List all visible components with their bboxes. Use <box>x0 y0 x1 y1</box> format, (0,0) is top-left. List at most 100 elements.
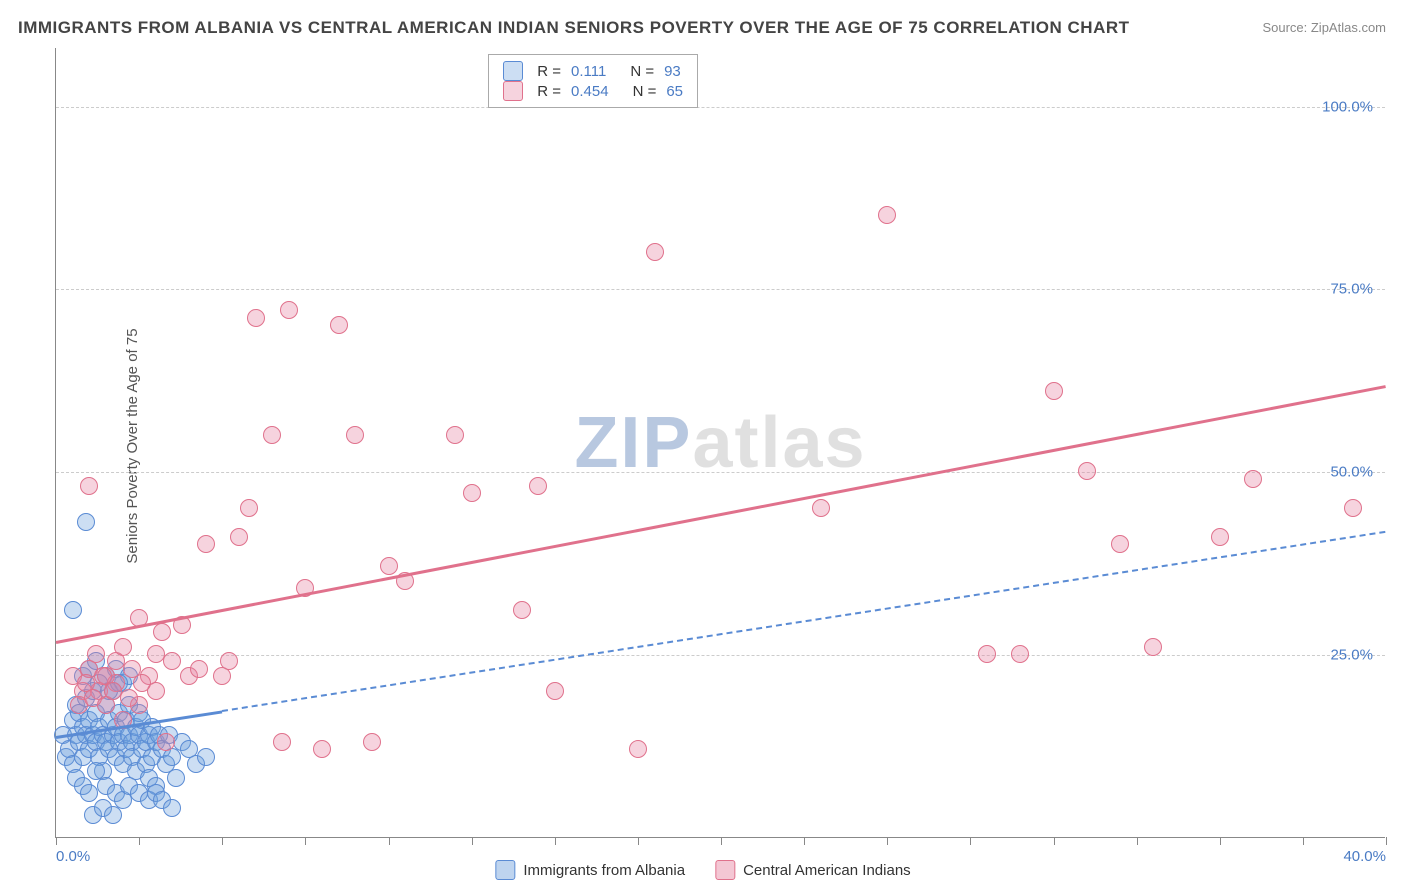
legend-item: Immigrants from Albania <box>495 860 685 880</box>
data-point <box>220 652 238 670</box>
data-point <box>114 638 132 656</box>
legend-label: Central American Indians <box>743 862 911 879</box>
legend-n-value: 65 <box>666 83 683 100</box>
x-tick <box>389 837 390 845</box>
x-tick <box>804 837 805 845</box>
data-point <box>104 806 122 824</box>
data-point <box>197 535 215 553</box>
data-point <box>346 426 364 444</box>
data-point <box>878 206 896 224</box>
legend-n-label: N = <box>630 63 654 80</box>
legend-row: R = 0.111 N = 93 <box>503 61 683 81</box>
legend-r-label: R = <box>537 63 561 80</box>
data-point <box>80 477 98 495</box>
legend-r-label: R = <box>537 83 561 100</box>
data-point <box>157 733 175 751</box>
data-point <box>64 601 82 619</box>
legend-item: Central American Indians <box>715 860 911 880</box>
data-point <box>513 601 531 619</box>
x-tick-label: 40.0% <box>1343 848 1386 865</box>
data-point <box>313 740 331 758</box>
x-tick <box>222 837 223 845</box>
data-point <box>363 733 381 751</box>
data-point <box>978 645 996 663</box>
data-point <box>163 652 181 670</box>
data-point <box>1045 382 1063 400</box>
y-tick-label: 100.0% <box>1322 98 1373 115</box>
legend-r-value: 0.111 <box>571 63 606 80</box>
data-point <box>133 674 151 692</box>
x-tick <box>887 837 888 845</box>
legend-label: Immigrants from Albania <box>523 862 685 879</box>
data-point <box>273 733 291 751</box>
y-tick-label: 25.0% <box>1330 647 1373 664</box>
x-tick <box>1303 837 1304 845</box>
x-tick <box>305 837 306 845</box>
data-point <box>80 784 98 802</box>
legend-swatch <box>715 860 735 880</box>
x-tick <box>1054 837 1055 845</box>
watermark-atlas: atlas <box>692 403 866 483</box>
gridline-h <box>56 472 1385 473</box>
data-point <box>104 682 122 700</box>
watermark-zip: ZIP <box>574 403 692 483</box>
chart-title: IMMIGRANTS FROM ALBANIA VS CENTRAL AMERI… <box>18 18 1130 38</box>
data-point <box>263 426 281 444</box>
data-point <box>1344 499 1362 517</box>
data-point <box>230 528 248 546</box>
x-tick <box>56 837 57 845</box>
x-tick <box>970 837 971 845</box>
x-tick <box>1386 837 1387 845</box>
data-point <box>247 309 265 327</box>
data-point <box>167 769 185 787</box>
data-point <box>1211 528 1229 546</box>
x-tick <box>721 837 722 845</box>
legend-swatch <box>503 81 523 101</box>
data-point <box>197 748 215 766</box>
data-point <box>546 682 564 700</box>
data-point <box>120 689 138 707</box>
data-point <box>646 243 664 261</box>
data-point <box>629 740 647 758</box>
regression-line <box>222 531 1386 712</box>
data-point <box>380 557 398 575</box>
data-point <box>153 623 171 641</box>
data-point <box>1144 638 1162 656</box>
data-point <box>1078 462 1096 480</box>
x-tick <box>1220 837 1221 845</box>
data-point <box>84 689 102 707</box>
data-point <box>330 316 348 334</box>
data-point <box>1111 535 1129 553</box>
data-point <box>280 301 298 319</box>
y-tick-label: 50.0% <box>1330 464 1373 481</box>
legend-correlation: R = 0.111 N = 93 R = 0.454 N = 65 <box>488 54 698 108</box>
scatter-plot-area: ZIPatlas 25.0%50.0%75.0%100.0%0.0%40.0%R… <box>55 48 1385 838</box>
data-point <box>1011 645 1029 663</box>
data-point <box>190 660 208 678</box>
data-point <box>240 499 258 517</box>
legend-n-value: 93 <box>664 63 681 80</box>
data-point <box>77 513 95 531</box>
data-point <box>529 477 547 495</box>
legend-n-label: N = <box>633 83 657 100</box>
legend-swatch <box>503 61 523 81</box>
legend-row: R = 0.454 N = 65 <box>503 81 683 101</box>
data-point <box>163 799 181 817</box>
data-point <box>446 426 464 444</box>
data-point <box>147 645 165 663</box>
gridline-h <box>56 107 1385 108</box>
legend-bottom: Immigrants from Albania Central American … <box>495 860 910 880</box>
y-tick-label: 75.0% <box>1330 281 1373 298</box>
data-point <box>1244 470 1262 488</box>
x-tick <box>555 837 556 845</box>
x-tick <box>139 837 140 845</box>
source-attribution: Source: ZipAtlas.com <box>1262 20 1386 35</box>
gridline-h <box>56 655 1385 656</box>
legend-swatch <box>495 860 515 880</box>
data-point <box>812 499 830 517</box>
x-tick-label: 0.0% <box>56 848 90 865</box>
x-tick <box>472 837 473 845</box>
legend-r-value: 0.454 <box>571 83 609 100</box>
x-tick <box>1137 837 1138 845</box>
x-tick <box>638 837 639 845</box>
